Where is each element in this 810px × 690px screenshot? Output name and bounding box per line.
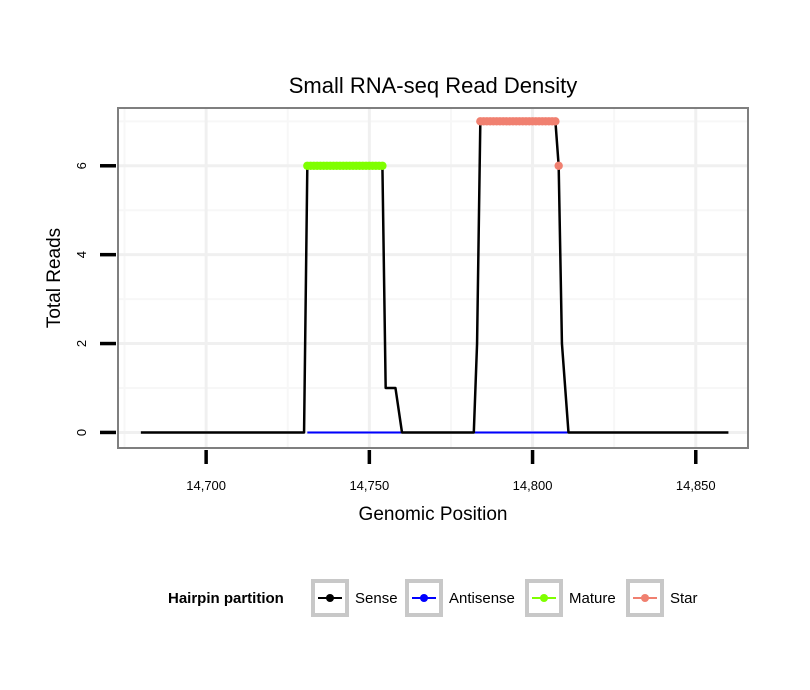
legend-item-mature: Mature [525, 579, 616, 617]
legend-label-mature: Mature [569, 590, 616, 607]
legend-title: Hairpin partition [168, 590, 284, 607]
legend: Hairpin partition Sense Antisense Mature St… [168, 579, 698, 617]
x-tick-label: 14,850 [676, 478, 716, 493]
panel-background [118, 108, 748, 448]
series-mature [303, 161, 387, 170]
data-point-mature [378, 161, 387, 170]
y-tick-label: 6 [74, 162, 89, 169]
legend-item-sense: Sense [311, 579, 398, 617]
x-tick-label: 14,800 [513, 478, 553, 493]
legend-key-dot [420, 594, 428, 602]
legend-key-dot [326, 594, 334, 602]
legend-item-antisense: Antisense [405, 579, 515, 617]
x-tick-label: 14,700 [186, 478, 226, 493]
legend-key-dot [540, 594, 548, 602]
legend-label-star: Star [670, 590, 698, 607]
chart-title: Small RNA-seq Read Density [289, 73, 578, 98]
legend-label-sense: Sense [355, 590, 398, 607]
x-axis: 14,700 14,750 14,800 14,850 [186, 450, 716, 493]
legend-items: Sense Antisense Mature Star [311, 579, 698, 617]
x-tick-label: 14,750 [349, 478, 389, 493]
x-axis-label: Genomic Position [359, 504, 508, 525]
y-tick-label: 4 [74, 251, 89, 258]
panel-border [117, 107, 749, 449]
y-tick-label: 0 [74, 429, 89, 436]
series-layer [140, 117, 729, 434]
y-axis: 0 2 4 6 [74, 162, 116, 436]
series-star [476, 117, 563, 170]
data-point-star [551, 117, 560, 126]
legend-item-star: Star [626, 579, 698, 617]
y-axis-label: Total Reads [44, 228, 65, 328]
data-point-star [554, 161, 563, 170]
legend-label-antisense: Antisense [449, 590, 515, 607]
y-tick-label: 2 [74, 340, 89, 347]
legend-key-dot [641, 594, 649, 602]
